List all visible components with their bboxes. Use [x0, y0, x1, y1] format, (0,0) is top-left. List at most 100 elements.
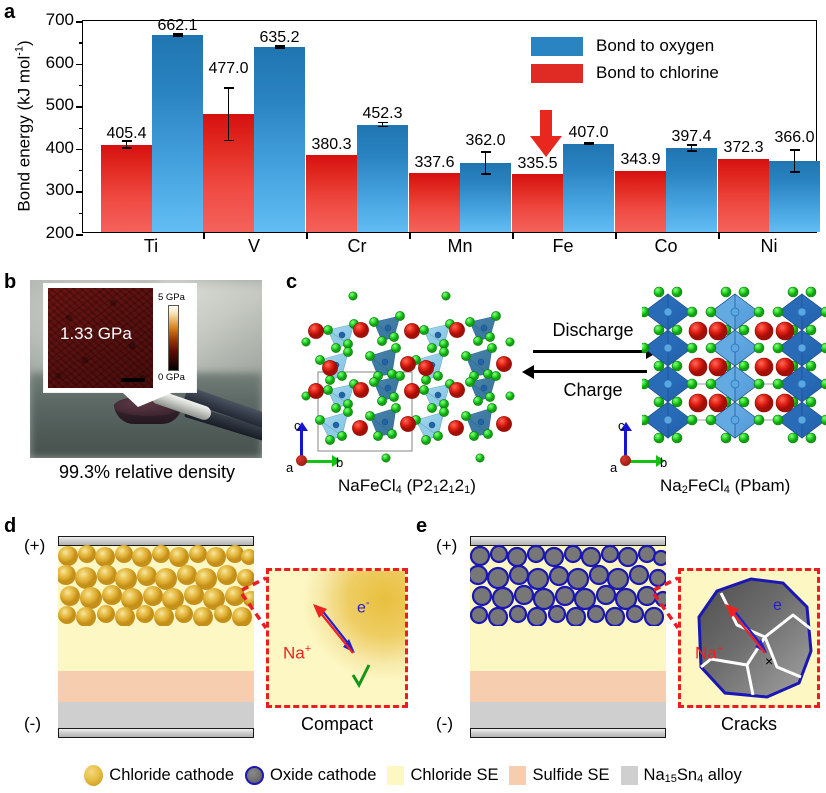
- panel-c-crystal-structures: c: [286, 272, 826, 502]
- y-tick-mark: [76, 21, 83, 23]
- legend-item-chloride-cathode: Chloride cathode: [84, 764, 234, 786]
- structure-na2fecl4: [642, 286, 826, 444]
- afm-colorbar-min-label: 0 GPa: [158, 372, 185, 383]
- inset-caption-e: Cracks: [720, 714, 777, 734]
- legend-item-oxygen: Bond to oxygen: [531, 36, 719, 56]
- bar-Cr-oxygen: [357, 124, 408, 232]
- x-tick-mark: [512, 232, 514, 239]
- inset-leader-e: [652, 576, 680, 630]
- positive-terminal-label-e: (+): [436, 536, 458, 555]
- legend-item-chloride-se: Chloride SE: [387, 765, 499, 785]
- x-category-label-Co: Co: [654, 236, 678, 256]
- inset-leader-lines: [122, 392, 174, 407]
- panel-label-a: a: [4, 1, 16, 23]
- y-tick-mark: [76, 148, 83, 151]
- bar-value-Mn-chlorine: 337.6: [414, 154, 455, 171]
- bar-value-Ti-chlorine: 405.4: [106, 125, 147, 142]
- y-minor-tick: [79, 212, 83, 215]
- oxide-cathode-particles: [470, 544, 666, 626]
- cracked-particle-diagram: [697, 577, 813, 699]
- x-category-label-Fe: Fe: [552, 236, 574, 256]
- pellet-photograph: 1.33 GPa 5 GPa 0 GPa: [30, 280, 262, 458]
- inset-leader-d: [240, 576, 268, 630]
- x-tick-mark: [409, 232, 411, 239]
- afm-scale-bar: [121, 378, 145, 382]
- bar-Mn-chlorine: [409, 173, 460, 232]
- y-tick-label: 500: [45, 95, 74, 115]
- bar-value-Ni-chlorine: 372.3: [723, 139, 764, 156]
- bar-Ti-oxygen: [152, 35, 203, 232]
- bar-value-Cr-chlorine: 380.3: [311, 136, 352, 153]
- panel-e-oxide-cell: e (+) (-): [412, 516, 826, 748]
- legend-label-alloy: Na15Sn4 alloy: [643, 765, 742, 785]
- bar-V-oxygen: [254, 46, 305, 232]
- y-tick-mark: [76, 191, 83, 193]
- axis-label-c: c: [294, 418, 301, 433]
- bar-value-Fe-oxygen: 407.0: [568, 124, 609, 141]
- y-tick-label: 700: [45, 10, 74, 29]
- current-collector-positive-d: [58, 536, 254, 546]
- bar-Co-oxygen: [666, 147, 717, 232]
- caption-na2fecl4: Na2FeCl4 (Pbam): [660, 476, 791, 496]
- bar-value-V-oxygen: 635.2: [259, 29, 300, 46]
- bar-value-Ti-oxygen: 662.1: [157, 17, 198, 34]
- panel-label-b: b: [4, 271, 17, 293]
- electron-label-e: e: [773, 597, 782, 614]
- y-minor-tick: [79, 42, 83, 44]
- y-tick-label: 600: [45, 52, 74, 72]
- x-tick-mark: [306, 232, 308, 239]
- panel-a-bar-chart: a 700 600 500 400 300 200 Bond energy (k…: [0, 0, 826, 262]
- bar-Ti-chlorine: [101, 144, 152, 232]
- inset-cracked-particle: Na+ e ×: [678, 568, 820, 708]
- caption-nafecl4: NaFeCl4 (P212121): [338, 476, 476, 496]
- y-axis: 700 600 500 400 300 200: [0, 0, 82, 253]
- x-category-label-V: V: [247, 236, 261, 256]
- bar-Fe-chlorine: [512, 174, 563, 232]
- compact-particle-diagram: [283, 571, 405, 701]
- y-minor-tick: [79, 84, 83, 87]
- bar-Cr-chlorine: [306, 155, 357, 232]
- na-ion-label-e: Na+: [695, 643, 724, 663]
- panel-label-c: c: [286, 271, 298, 293]
- figure-legend: Chloride cathode Oxide cathode Chloride …: [0, 758, 826, 792]
- x-category-label-Ti: Ti: [143, 236, 159, 256]
- bar-value-Co-chlorine: 343.9: [620, 151, 661, 168]
- y-tick-mark: [76, 234, 83, 236]
- inset-caption-d: Compact: [300, 714, 374, 734]
- sulfide-se-swatch-icon: [509, 765, 527, 785]
- current-collector-negative-e: [470, 728, 666, 738]
- y-tick-label: 200: [45, 223, 74, 242]
- legend-swatch-oxygen: [531, 36, 583, 56]
- bar-value-V-chlorine: 477.0: [208, 60, 249, 77]
- legend-item-chlorine: Bond to chlorine: [531, 63, 719, 83]
- alloy-swatch-icon: [620, 765, 638, 785]
- inset-compact-particle: Na+ e-: [266, 568, 408, 708]
- afm-colorbar-max-label: 5 GPa: [158, 292, 185, 303]
- axis-label-b: b: [660, 455, 668, 470]
- bar-Ni-chlorine: [718, 158, 769, 232]
- axis-label-a: a: [610, 460, 618, 475]
- legend-item-oxide-cathode: Oxide cathode: [245, 765, 376, 785]
- fe-highlight-arrow-icon: [530, 110, 562, 157]
- current-collector-positive-e: [470, 536, 666, 546]
- bar-value-Co-oxygen: 397.4: [671, 128, 712, 145]
- axes-triad-left: c b a: [286, 418, 354, 475]
- x-tick-mark: [718, 232, 720, 239]
- structure-nafecl4: [301, 291, 515, 463]
- chloride-cathode-swatch-icon: [84, 764, 104, 786]
- y-tick-label: 400: [45, 137, 74, 157]
- discharge-arrow-icon: [533, 344, 658, 359]
- legend-label-chloride-se: Chloride SE: [410, 765, 499, 784]
- charge-label: Charge: [563, 380, 623, 400]
- electron-label-d: e-: [357, 597, 370, 617]
- alloy-layer-d: [58, 702, 254, 728]
- y-minor-tick: [79, 170, 83, 172]
- legend-item-alloy: Na15Sn4 alloy: [620, 765, 742, 785]
- sulfide-se-layer-e: [470, 671, 666, 702]
- y-tick-mark: [76, 106, 83, 108]
- alloy-layer-e: [470, 702, 666, 728]
- panel-d-chloride-cell: d (+) (-): [0, 516, 412, 748]
- x-category-label-Ni: Ni: [760, 236, 778, 256]
- current-collector-negative-d: [58, 728, 254, 738]
- chart-plot-area: 405.4 662.1 477.0 635.2 380.3 452.3 337.…: [76, 17, 820, 239]
